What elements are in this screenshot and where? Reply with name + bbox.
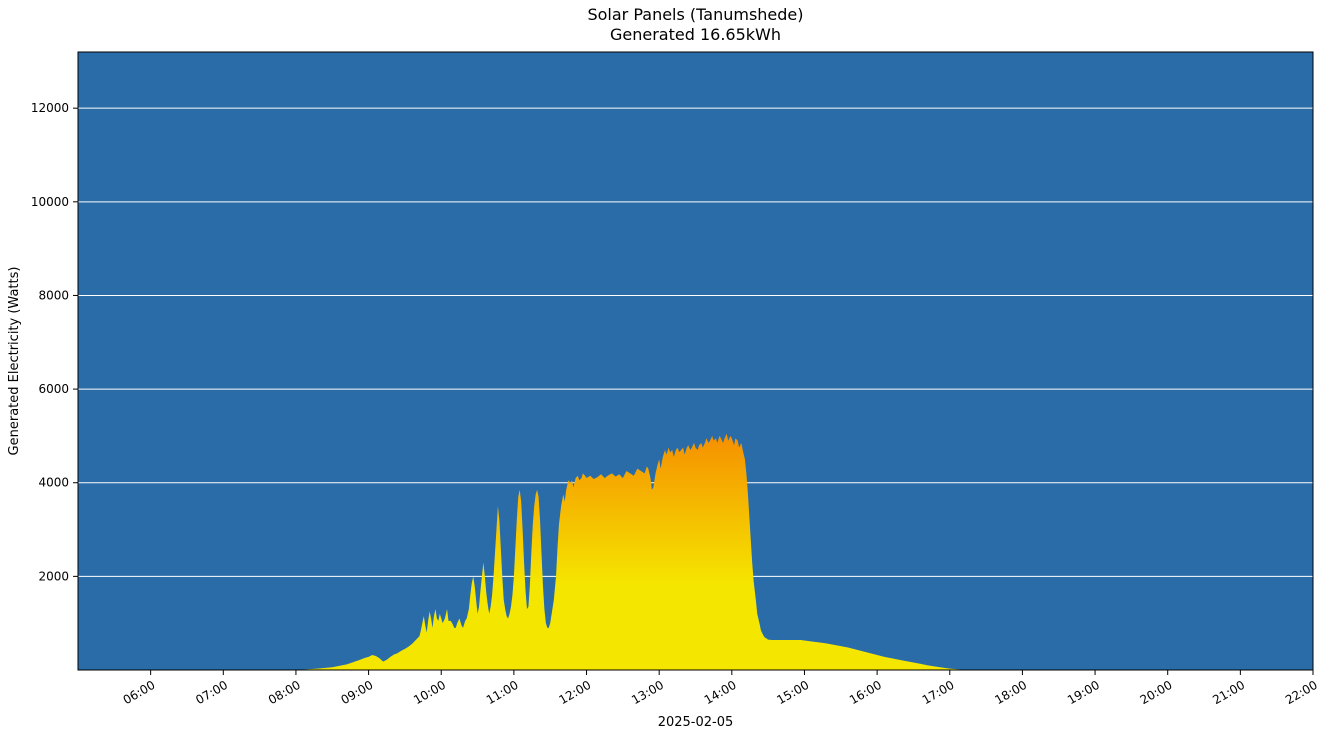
xtick-label: 14:00 (702, 678, 739, 707)
xtick-label: 11:00 (484, 678, 521, 707)
ytick-label: 6000 (38, 382, 69, 396)
xtick-label: 13:00 (629, 678, 666, 707)
xtick-label: 06:00 (121, 678, 158, 707)
xtick-label: 10:00 (411, 678, 448, 707)
y-axis-label: Generated Electricity (Watts) (7, 267, 22, 456)
chart-canvas: 2000 4000 6000 8000 10000 12000 06:00 07:00 08:0… (0, 0, 1333, 736)
xtick-label: 12:00 (556, 678, 593, 707)
xtick-label: 21:00 (1210, 678, 1247, 707)
xtick-label: 18:00 (992, 678, 1029, 707)
xtick-label: 15:00 (774, 678, 811, 707)
xtick-label: 08:00 (266, 678, 303, 707)
xtick-label: 22:00 (1283, 678, 1320, 707)
ytick-label: 2000 (38, 569, 69, 583)
ytick-label: 10000 (31, 195, 69, 209)
xtick-label: 07:00 (193, 678, 230, 707)
chart-title-line2: Generated 16.65kWh (610, 25, 781, 44)
xtick-label: 20:00 (1138, 678, 1175, 707)
xtick-label: 09:00 (339, 678, 376, 707)
xtick-label: 17:00 (920, 678, 957, 707)
ytick-label: 4000 (38, 476, 69, 490)
ytick-label: 12000 (31, 101, 69, 115)
xtick-label: 16:00 (847, 678, 884, 707)
chart-title-line1: Solar Panels (Tanumshede) (587, 5, 803, 24)
x-axis-label: 2025-02-05 (658, 715, 734, 730)
xtick-label: 19:00 (1065, 678, 1102, 707)
solar-chart: 2000 4000 6000 8000 10000 12000 06:00 07:00 08:0… (0, 0, 1333, 736)
ytick-label: 8000 (38, 288, 69, 302)
